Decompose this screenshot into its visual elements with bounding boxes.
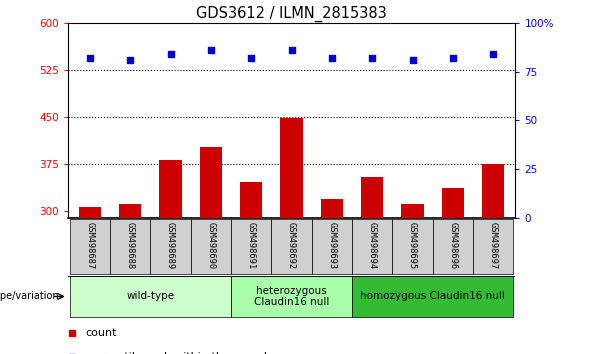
- FancyBboxPatch shape: [352, 219, 392, 274]
- FancyBboxPatch shape: [110, 219, 150, 274]
- Text: GSM498694: GSM498694: [368, 222, 377, 269]
- Text: GSM498692: GSM498692: [287, 222, 296, 269]
- Bar: [442, 188, 464, 218]
- Text: GSM498695: GSM498695: [408, 222, 417, 269]
- Text: heterozygous
Claudin16 null: heterozygous Claudin16 null: [254, 286, 329, 307]
- Bar: [160, 160, 181, 218]
- Text: GSM498697: GSM498697: [489, 222, 498, 269]
- Bar: [280, 119, 303, 218]
- Text: GSM498688: GSM498688: [125, 222, 135, 269]
- FancyBboxPatch shape: [352, 276, 514, 317]
- Bar: [402, 204, 423, 218]
- FancyBboxPatch shape: [392, 219, 433, 274]
- Text: homozygous Claudin16 null: homozygous Claudin16 null: [360, 291, 505, 302]
- FancyBboxPatch shape: [231, 219, 272, 274]
- FancyBboxPatch shape: [70, 276, 231, 317]
- FancyBboxPatch shape: [70, 219, 110, 274]
- Bar: [361, 177, 383, 218]
- Text: GSM498696: GSM498696: [448, 222, 458, 269]
- Bar: [200, 147, 222, 218]
- Text: GSM498687: GSM498687: [85, 222, 94, 269]
- FancyBboxPatch shape: [231, 276, 352, 317]
- FancyBboxPatch shape: [433, 219, 473, 274]
- FancyBboxPatch shape: [191, 219, 231, 274]
- Text: GSM498691: GSM498691: [247, 222, 256, 269]
- Text: genotype/variation: genotype/variation: [0, 291, 59, 302]
- Title: GDS3612 / ILMN_2815383: GDS3612 / ILMN_2815383: [196, 5, 387, 22]
- Text: GSM498690: GSM498690: [206, 222, 216, 269]
- Bar: [482, 164, 504, 218]
- Text: GSM498689: GSM498689: [166, 222, 175, 269]
- Text: wild-type: wild-type: [127, 291, 174, 302]
- FancyBboxPatch shape: [312, 219, 352, 274]
- Text: count: count: [85, 329, 117, 338]
- Bar: [79, 207, 101, 218]
- FancyBboxPatch shape: [473, 219, 514, 274]
- Bar: [119, 204, 141, 218]
- Bar: [321, 199, 343, 218]
- Text: GSM498693: GSM498693: [327, 222, 336, 269]
- Bar: [240, 182, 262, 218]
- Text: percentile rank within the sample: percentile rank within the sample: [85, 352, 273, 354]
- FancyBboxPatch shape: [272, 219, 312, 274]
- FancyBboxPatch shape: [150, 219, 191, 274]
